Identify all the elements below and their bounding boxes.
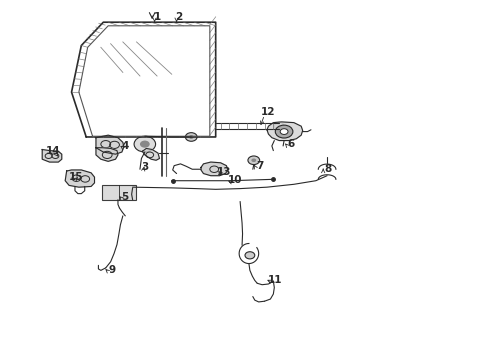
Text: 11: 11 [268, 275, 283, 285]
Text: 2: 2 [175, 12, 183, 22]
Circle shape [274, 122, 284, 130]
Circle shape [275, 125, 293, 138]
Polygon shape [201, 162, 228, 176]
Text: 7: 7 [256, 161, 263, 171]
Text: 6: 6 [288, 139, 295, 149]
Circle shape [248, 156, 260, 165]
Polygon shape [96, 135, 124, 154]
Circle shape [185, 133, 197, 141]
Text: 13: 13 [217, 167, 232, 177]
Circle shape [245, 252, 255, 259]
Circle shape [134, 136, 156, 152]
Polygon shape [143, 148, 159, 160]
Text: 5: 5 [121, 192, 128, 202]
FancyBboxPatch shape [102, 185, 136, 200]
Text: 14: 14 [46, 145, 61, 156]
Circle shape [189, 135, 194, 139]
Text: 3: 3 [141, 162, 148, 172]
Text: 9: 9 [109, 265, 116, 275]
Text: 4: 4 [122, 141, 129, 151]
Circle shape [140, 140, 150, 148]
Polygon shape [267, 122, 303, 140]
Polygon shape [42, 149, 62, 162]
Circle shape [251, 158, 256, 162]
Polygon shape [65, 170, 95, 187]
Circle shape [280, 129, 288, 134]
Text: 12: 12 [261, 107, 276, 117]
Text: 1: 1 [153, 12, 161, 22]
Text: 8: 8 [324, 164, 332, 174]
Polygon shape [96, 148, 118, 161]
Text: 10: 10 [228, 175, 243, 185]
Text: 15: 15 [69, 172, 84, 182]
